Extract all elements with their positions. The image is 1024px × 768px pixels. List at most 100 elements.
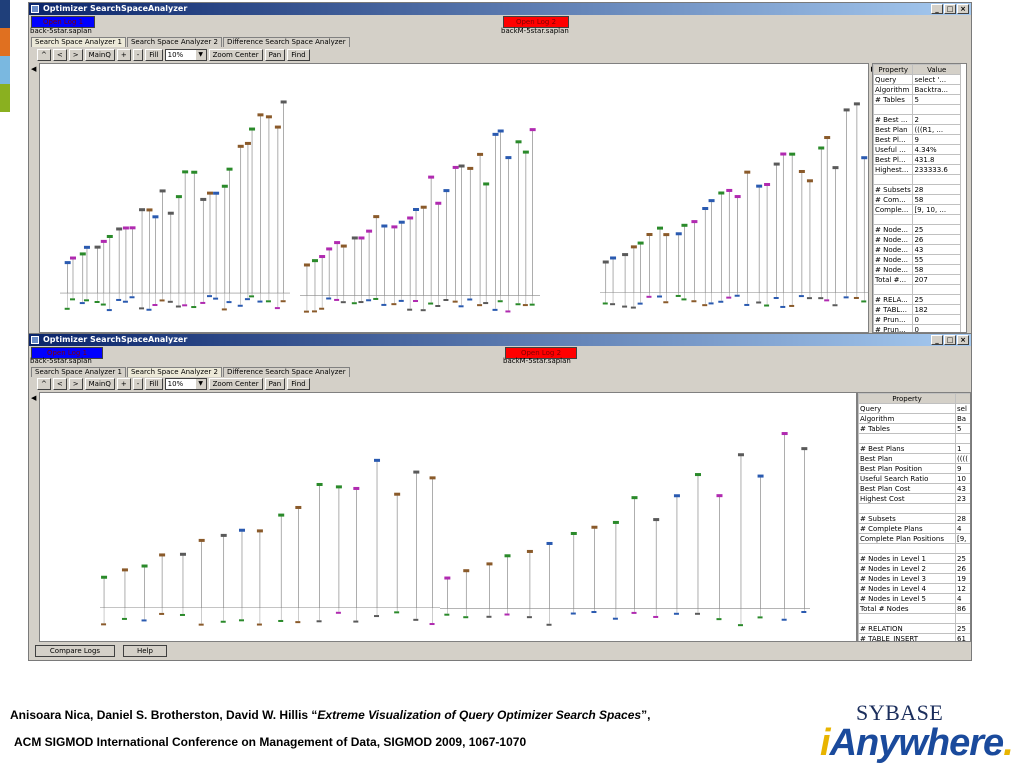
plan-node[interactable] bbox=[213, 297, 219, 300]
plan-node[interactable] bbox=[691, 220, 698, 224]
plan-node[interactable] bbox=[257, 113, 264, 117]
plan-node[interactable] bbox=[673, 612, 679, 615]
plan-node[interactable] bbox=[101, 623, 107, 626]
plan-node[interactable] bbox=[612, 520, 619, 524]
plan-node[interactable] bbox=[505, 156, 512, 160]
mainq-button[interactable]: MainQ bbox=[84, 378, 115, 390]
plan-node[interactable] bbox=[182, 304, 188, 307]
plan-node[interactable] bbox=[646, 295, 652, 298]
fill-button[interactable]: Fill bbox=[145, 378, 163, 390]
plan-node[interactable] bbox=[806, 297, 812, 300]
table-row[interactable]: # Node... 43 bbox=[873, 244, 961, 255]
plan-node[interactable] bbox=[428, 175, 435, 179]
plan-node[interactable] bbox=[504, 613, 510, 616]
table-row[interactable]: # Node... 25 bbox=[873, 224, 961, 235]
value-column-header[interactable]: Value bbox=[912, 64, 961, 75]
plan-node[interactable] bbox=[182, 170, 189, 174]
plan-node[interactable] bbox=[179, 552, 186, 556]
plan-node[interactable] bbox=[200, 301, 206, 304]
plan-node[interactable] bbox=[602, 302, 608, 305]
table-row[interactable]: Complete Plan Positions [9, bbox=[858, 533, 970, 544]
plan-node[interactable] bbox=[159, 612, 165, 615]
plan-node[interactable] bbox=[734, 294, 740, 297]
plan-node[interactable] bbox=[249, 127, 256, 131]
plan-node[interactable] bbox=[526, 616, 532, 619]
plan-node[interactable] bbox=[280, 300, 286, 303]
zoom-select[interactable]: 10% ▼ bbox=[164, 49, 207, 61]
plan-node[interactable] bbox=[657, 295, 663, 298]
plan-node[interactable] bbox=[653, 518, 660, 522]
plan-node[interactable] bbox=[340, 301, 346, 304]
plan-node[interactable] bbox=[529, 128, 536, 132]
plan-node[interactable] bbox=[673, 494, 680, 498]
zoom-out-button[interactable]: - bbox=[132, 378, 144, 390]
plan-node[interactable] bbox=[694, 612, 700, 615]
table-row[interactable]: # Tables 5 bbox=[873, 94, 961, 105]
plan-node[interactable] bbox=[546, 623, 552, 626]
plan-node[interactable] bbox=[570, 531, 577, 535]
table-row[interactable]: Total #... 207 bbox=[873, 274, 961, 285]
plan-node[interactable] bbox=[681, 223, 688, 227]
title-bar[interactable]: Optimizer SearchSpaceAnalyzer _ □ × bbox=[29, 3, 971, 15]
plan-node[interactable] bbox=[274, 307, 280, 310]
plan-node[interactable] bbox=[675, 232, 682, 236]
plan-node[interactable] bbox=[861, 300, 867, 303]
plan-node[interactable] bbox=[483, 182, 490, 186]
plan-node[interactable] bbox=[146, 308, 152, 311]
plan-node[interactable] bbox=[789, 304, 795, 307]
plan-node[interactable] bbox=[477, 152, 484, 156]
plan-node[interactable] bbox=[274, 125, 281, 129]
plan-node[interactable] bbox=[492, 308, 498, 311]
plan-node[interactable] bbox=[477, 304, 483, 307]
plan-node[interactable] bbox=[249, 295, 255, 298]
plan-node[interactable] bbox=[244, 298, 250, 301]
open-log-1-button[interactable]: Open Log 1 bbox=[31, 16, 95, 28]
property-table-2[interactable]: Property Query sel Algorithm Ba # Tables 5 # Be… bbox=[857, 392, 971, 642]
plan-node[interactable] bbox=[718, 191, 725, 195]
plan-node[interactable] bbox=[373, 297, 379, 300]
up-button[interactable]: ^ bbox=[37, 49, 51, 61]
plan-node[interactable] bbox=[818, 297, 824, 300]
plan-node[interactable] bbox=[198, 623, 204, 626]
minimize-button[interactable]: _ bbox=[931, 335, 943, 345]
plan-node[interactable] bbox=[64, 307, 70, 310]
property-column-header[interactable]: Property bbox=[873, 64, 914, 75]
plan-node[interactable] bbox=[83, 299, 89, 302]
plan-node[interactable] bbox=[238, 528, 245, 532]
plan-node[interactable] bbox=[486, 615, 492, 618]
plan-node[interactable] bbox=[316, 620, 322, 623]
plan-node[interactable] bbox=[373, 215, 380, 219]
plan-node[interactable] bbox=[374, 615, 380, 618]
table-row[interactable] bbox=[873, 174, 961, 185]
plan-node[interactable] bbox=[413, 618, 419, 621]
plan-node[interactable] bbox=[141, 564, 148, 568]
plan-node[interactable] bbox=[702, 207, 709, 211]
plan-node[interactable] bbox=[64, 261, 71, 265]
plan-node[interactable] bbox=[79, 302, 85, 305]
help-button[interactable]: Help bbox=[123, 645, 167, 657]
plan-node[interactable] bbox=[744, 303, 750, 306]
search-space-tree-2[interactable] bbox=[40, 393, 856, 641]
plan-node[interactable] bbox=[159, 553, 166, 557]
plan-node[interactable] bbox=[116, 227, 123, 231]
plan-node[interactable] bbox=[458, 164, 465, 168]
plan-node[interactable] bbox=[244, 141, 251, 145]
plan-node[interactable] bbox=[237, 144, 244, 148]
plan-node[interactable] bbox=[853, 102, 860, 106]
open-log-2-button[interactable]: Open Log 2 bbox=[503, 16, 569, 28]
plan-node[interactable] bbox=[832, 166, 839, 170]
plan-node[interactable] bbox=[853, 296, 859, 299]
plan-node[interactable] bbox=[159, 299, 165, 302]
plan-node[interactable] bbox=[220, 620, 226, 623]
title-bar[interactable]: Optimizer SearchSpaceAnalyzer _ □ × bbox=[29, 334, 971, 346]
plan-node[interactable] bbox=[334, 298, 340, 301]
plan-node[interactable] bbox=[526, 549, 533, 553]
plan-node[interactable] bbox=[366, 299, 372, 302]
table-row[interactable]: Best Plan Cost 43 bbox=[858, 483, 970, 494]
plan-node[interactable] bbox=[413, 300, 419, 303]
property-table-1[interactable]: Property Value Query select '... Algorithm Ba… bbox=[872, 63, 967, 333]
plan-node[interactable] bbox=[718, 300, 724, 303]
plan-node[interactable] bbox=[358, 301, 364, 304]
plan-node[interactable] bbox=[610, 256, 617, 260]
table-row[interactable] bbox=[858, 613, 970, 624]
